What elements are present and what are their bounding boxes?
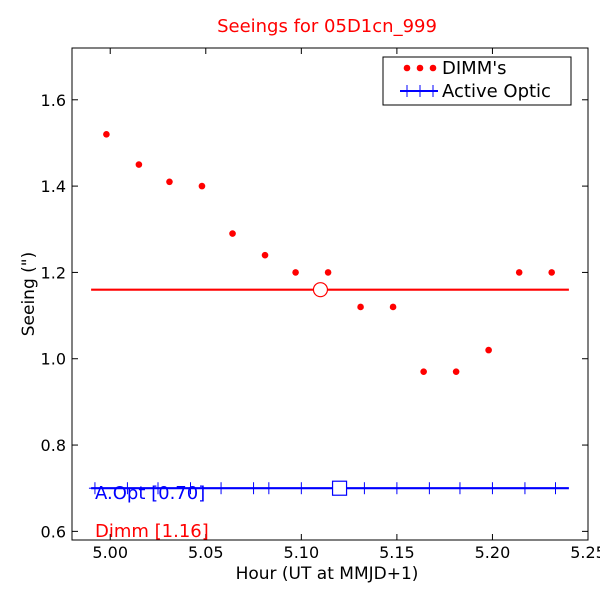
legend-label-dimm: DIMM's (442, 58, 507, 79)
x-axis-label: Hour (UT at MMJD+1) (236, 564, 419, 584)
dimm-point-4 (229, 230, 236, 237)
legend-dimm-marker-2 (429, 64, 437, 72)
y-axis-label: Seeing (") (19, 252, 39, 337)
legend-dimm-marker-1 (416, 64, 424, 72)
x-tick-label-3: 5.15 (379, 543, 415, 562)
x-tick-label-2: 5.10 (284, 543, 320, 562)
y-tick-label-1: 0.8 (41, 436, 66, 455)
dimm-point-1 (135, 161, 143, 168)
x-tick-label-1: 5.05 (188, 543, 224, 562)
y-tick-label-5: 1.6 (41, 91, 66, 110)
plot-area (88, 131, 569, 496)
x-tick-label-4: 5.20 (475, 543, 511, 562)
dimm-point-14 (548, 269, 555, 276)
dimm-point-2 (166, 178, 173, 186)
y-tick-label-2: 1.0 (41, 350, 66, 369)
annotation-dimm: Dimm [1.16] (95, 521, 209, 542)
axis-ticks: 5.00 5.05 5.10 5.15 5.20 5.25 0.6 0.8 1.0 1.2 1.4 1… (41, 48, 600, 562)
annotation-aopt: A.Opt [0.70] (95, 483, 205, 504)
dimm-point-10 (420, 368, 427, 375)
dimm-point-3 (198, 182, 206, 190)
dimm-point-7 (324, 269, 332, 276)
dimm-point-13 (515, 269, 523, 276)
legend-dimm-marker-0 (403, 64, 411, 72)
y-tick-label-3: 1.2 (41, 263, 66, 282)
dimm-point-8 (357, 303, 364, 311)
dimm-point-0 (103, 131, 110, 138)
legend-label-active-optic: Active Optic (442, 81, 551, 102)
reference-marker-1 (331, 480, 348, 496)
plot-frame (71, 47, 589, 541)
y-tick-label-0: 0.6 (41, 522, 66, 541)
dimm-point-6 (292, 269, 299, 276)
legend-box (382, 56, 572, 106)
reference-marker-0 (312, 282, 329, 298)
chart-title: Seeings for 05D1cn_999 (217, 16, 437, 37)
x-tick-label-5: 5.25 (570, 543, 600, 562)
dimm-point-11 (452, 368, 460, 375)
y-tick-label-4: 1.4 (41, 177, 66, 196)
x-tick-label-0: 5.00 (92, 543, 128, 562)
legend-markers (400, 64, 438, 97)
legend: DIMM's Active Optic (382, 56, 572, 106)
dimm-point-5 (261, 251, 269, 259)
dimm-point-12 (485, 346, 492, 354)
dimm-point-9 (389, 303, 397, 311)
